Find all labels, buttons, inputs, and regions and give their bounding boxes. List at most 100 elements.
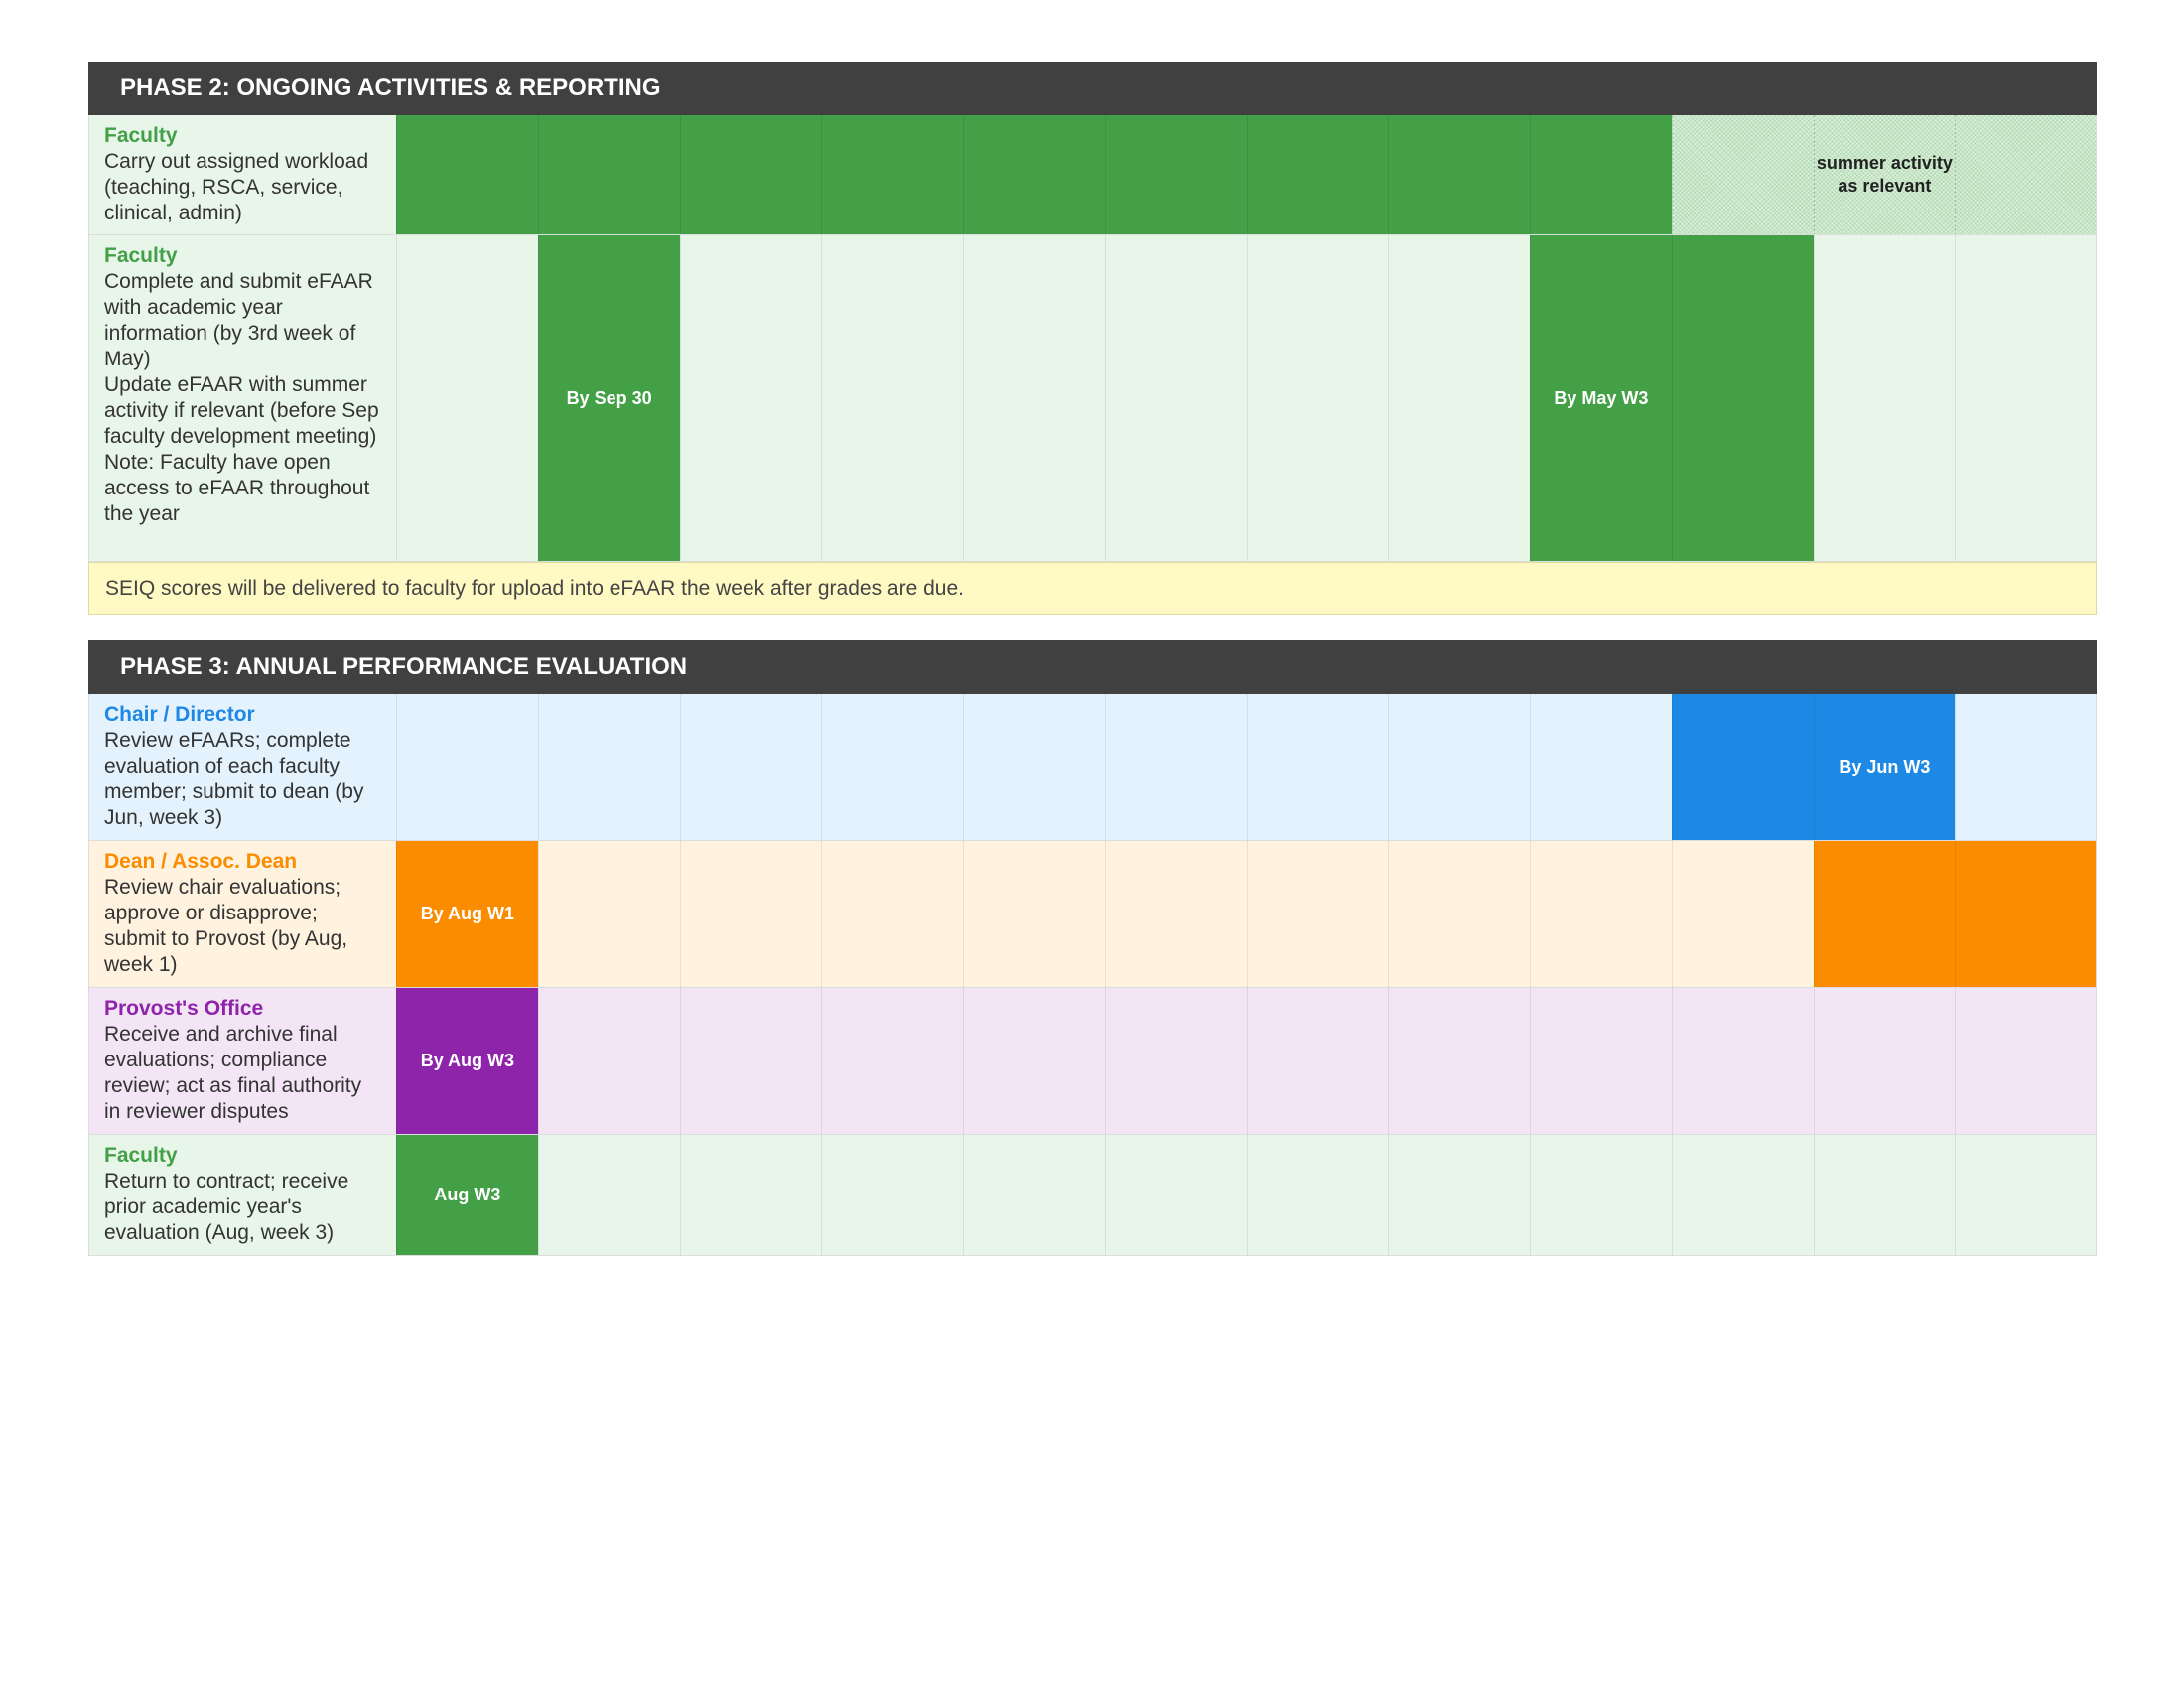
timeline-cell: [1388, 694, 1530, 840]
phase-3-header: PHASE 3: ANNUAL PERFORMANCE EVALUATION: [88, 640, 2097, 694]
timeline-cell: [1955, 988, 2097, 1134]
row-label: Faculty Return to contract; receive prio…: [88, 1135, 396, 1255]
timeline-bar-green: [679, 115, 822, 234]
timeline-cell: [821, 988, 963, 1134]
timeline-cell: [1671, 988, 1814, 1134]
timeline-cell: [1530, 988, 1672, 1134]
timeline-cell: [1530, 1135, 1672, 1255]
timeline-bar-purple: By Aug W3: [396, 988, 538, 1134]
timeline-cell: [1104, 1135, 1247, 1255]
row-label: Provost's Office Receive and archive fin…: [88, 988, 396, 1134]
timeline-row: Faculty Complete and submit eFAAR with a…: [88, 235, 2097, 562]
row-role: Provost's Office: [104, 997, 264, 1020]
timeline-cell: [1388, 988, 1530, 1134]
timeline-bar-hatch: [1955, 115, 2097, 234]
timeline-bar-green: [1671, 235, 1814, 561]
timeline-cell: [1104, 841, 1247, 987]
timeline-row: Dean / Assoc. Dean Review chair evaluati…: [88, 841, 2097, 988]
timeline-cell: [396, 694, 538, 840]
timeline-cell: [679, 841, 822, 987]
timeline-cell: [1955, 235, 2097, 561]
timeline-cell: [1246, 694, 1389, 840]
timeline-bar-green: [1388, 115, 1530, 234]
timeline-cell: [537, 694, 680, 840]
timeline-bar-blue: By Jun W3: [1813, 694, 1956, 840]
timeline-cell: [1104, 235, 1247, 561]
timeline-cell: [963, 841, 1105, 987]
timeline-cell: [1388, 841, 1530, 987]
timeline-bar-green: [537, 115, 680, 234]
phase-3-section: PHASE 3: ANNUAL PERFORMANCE EVALUATION C…: [88, 640, 2097, 1256]
timeline-cell: [1246, 988, 1389, 1134]
row-description: Review eFAARs; complete evaluation of ea…: [104, 729, 364, 829]
row-description: Return to contract; receive prior academ…: [104, 1170, 349, 1244]
timeline-bar-green: [963, 115, 1105, 234]
row-role: Chair / Director: [104, 703, 255, 726]
row-description: Complete and submit eFAAR with academic …: [104, 270, 379, 525]
timeline-row: Faculty Return to contract; receive prio…: [88, 1135, 2097, 1256]
timeline-bar-green: [396, 115, 538, 234]
timeline-cell: [1388, 1135, 1530, 1255]
timeline-cell: [537, 841, 680, 987]
timeline-cell: [1530, 694, 1672, 840]
timeline-cell: [963, 694, 1105, 840]
timeline-bar-orange: By Aug W1: [396, 841, 538, 987]
timeline-cell: [963, 235, 1105, 561]
timeline-bar-green: [1530, 115, 1672, 234]
timeline-cell: [821, 1135, 963, 1255]
timeline-cell: [1246, 235, 1389, 561]
timeline-cell: [1246, 1135, 1389, 1255]
timeline-cell: [1246, 841, 1389, 987]
row-label: Dean / Assoc. Dean Review chair evaluati…: [88, 841, 396, 987]
row-role: Faculty: [104, 124, 178, 147]
timeline-cell: [396, 235, 538, 561]
timeline-bar-green: [821, 115, 963, 234]
timeline-bar-blue: [1671, 694, 1814, 840]
timeline-cell: [1671, 1135, 1814, 1255]
row-description: Receive and archive final evaluations; c…: [104, 1023, 362, 1123]
timeline-cell: [1813, 1135, 1956, 1255]
row-label: Faculty Complete and submit eFAAR with a…: [88, 235, 396, 561]
timeline-bar-green: By Sep 30: [537, 235, 680, 561]
timeline-bar-green: [1104, 115, 1247, 234]
phase-2-section: PHASE 2: ONGOING ACTIVITIES & REPORTING …: [88, 62, 2097, 615]
timeline-bar-green: By May W3: [1530, 235, 1672, 561]
timeline-cell: [537, 988, 680, 1134]
row-role: Faculty: [104, 244, 178, 267]
phase-2-header: PHASE 2: ONGOING ACTIVITIES & REPORTING: [88, 62, 2097, 115]
timeline-cell: [1813, 235, 1956, 561]
timeline-row: Provost's Office Receive and archive fin…: [88, 988, 2097, 1135]
timeline-cell: [679, 988, 822, 1134]
timeline-cell: [821, 841, 963, 987]
timeline-cell: [963, 988, 1105, 1134]
timeline-cell: [679, 235, 822, 561]
timeline-cell: [1955, 694, 2097, 840]
timeline-cell: [1104, 988, 1247, 1134]
timeline-cell: [1388, 235, 1530, 561]
seiq-note: SEIQ scores will be delivered to faculty…: [88, 562, 2097, 615]
row-role: Faculty: [104, 1144, 178, 1167]
timeline-cell: [1813, 988, 1956, 1134]
timeline-cell: [1530, 841, 1672, 987]
timeline-cell: [1955, 1135, 2097, 1255]
timeline-bar-orange: [1955, 841, 2097, 987]
row-description: Review chair evaluations; approve or dis…: [104, 876, 348, 976]
timeline-cell: [821, 694, 963, 840]
row-label: Faculty Carry out assigned workload (tea…: [88, 115, 396, 234]
timeline-bar-green: [1246, 115, 1389, 234]
timeline-cell: [963, 1135, 1105, 1255]
timeline-cell: [679, 1135, 822, 1255]
timeline-cell: [537, 1135, 680, 1255]
timeline-cell: [1104, 694, 1247, 840]
row-role: Dean / Assoc. Dean: [104, 850, 298, 873]
row-description: Carry out assigned workload (teaching, R…: [104, 150, 369, 224]
timeline-cell: [1671, 841, 1814, 987]
timeline-row: Chair / Director Review eFAARs; complete…: [88, 694, 2097, 841]
timeline-bar-hatch: summer activity as relevant: [1813, 115, 1956, 234]
row-label: Chair / Director Review eFAARs; complete…: [88, 694, 396, 840]
timeline-cell: [679, 694, 822, 840]
timeline-row: Faculty Carry out assigned workload (tea…: [88, 115, 2097, 235]
timeline-bar-hatch: [1671, 115, 1814, 234]
timeline-bar-green: Aug W3: [396, 1135, 538, 1255]
timeline-cell: [821, 235, 963, 561]
